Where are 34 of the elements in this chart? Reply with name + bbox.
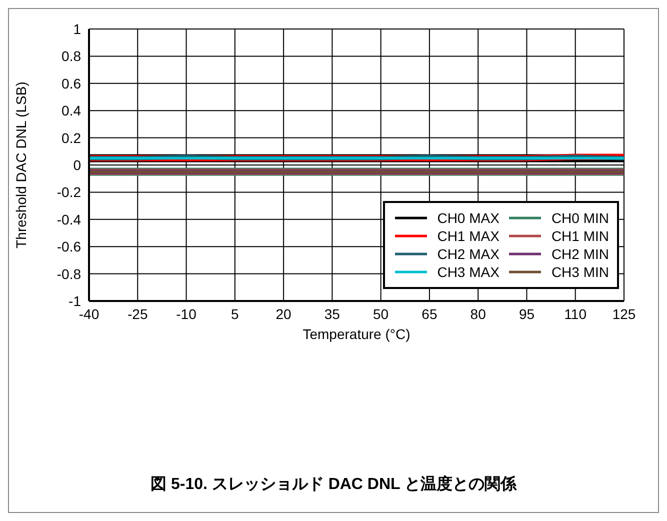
x-tick-label: -25 (128, 306, 148, 322)
x-tick-label: 20 (276, 306, 292, 322)
y-axis-title: Threshold DAC DNL (LSB) (12, 82, 29, 248)
x-tick-label: 110 (564, 306, 587, 322)
y-tick-label: -0.4 (56, 211, 82, 228)
x-tick-label: -40 (78, 306, 100, 322)
y-tick-label: 1 (73, 20, 82, 37)
x-tick-label: 125 (612, 306, 636, 322)
y-tick-label: 0.2 (62, 130, 82, 146)
y-tick-label: -0.2 (56, 184, 82, 200)
legend-label: CH1 MAX (436, 227, 500, 245)
y-tick-label: 0.8 (62, 48, 82, 64)
y-tick-label: -0.6 (56, 238, 82, 255)
x-tick-label: 5 (231, 306, 240, 322)
legend-label: CH1 MIN (550, 227, 609, 245)
y-tick-label: 0 (73, 156, 82, 173)
legend-label: CH3 MAX (436, 263, 500, 281)
y-tick-label: -1 (68, 292, 82, 309)
legend-label: CH0 MAX (436, 209, 500, 227)
y-tick-label: -0.8 (56, 266, 82, 282)
x-tick-label: 95 (518, 306, 535, 322)
legend-label: CH3 MIN (550, 263, 609, 281)
y-tick-label: 0.6 (62, 75, 82, 92)
legend-label: CH2 MIN (550, 245, 609, 263)
x-tick-label: 65 (422, 306, 438, 322)
x-tick-label: 35 (324, 306, 340, 322)
x-tick-label: 50 (373, 306, 389, 322)
text: 図 5-10. スレッショルド DAC DNL と温度との関係 (150, 474, 518, 495)
x-axis-title: Temperature (°C) (302, 326, 410, 342)
legend-label: CH0 MIN (550, 209, 609, 227)
y-tick-label: 0.4 (62, 102, 82, 119)
x-tick-label: 80 (470, 306, 486, 322)
legend-label: CH2 MAX (436, 245, 500, 263)
x-tick-label: -10 (176, 306, 197, 322)
